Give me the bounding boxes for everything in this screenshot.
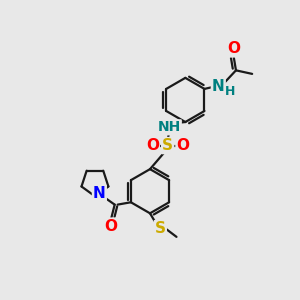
Text: O: O: [105, 219, 118, 234]
Text: O: O: [176, 138, 190, 153]
Text: S: S: [162, 138, 173, 153]
Text: O: O: [227, 41, 240, 56]
Text: S: S: [155, 221, 166, 236]
Text: NH: NH: [158, 120, 181, 134]
Text: O: O: [146, 138, 159, 153]
Text: H: H: [225, 85, 235, 98]
Text: N: N: [212, 79, 225, 94]
Text: N: N: [93, 186, 106, 201]
